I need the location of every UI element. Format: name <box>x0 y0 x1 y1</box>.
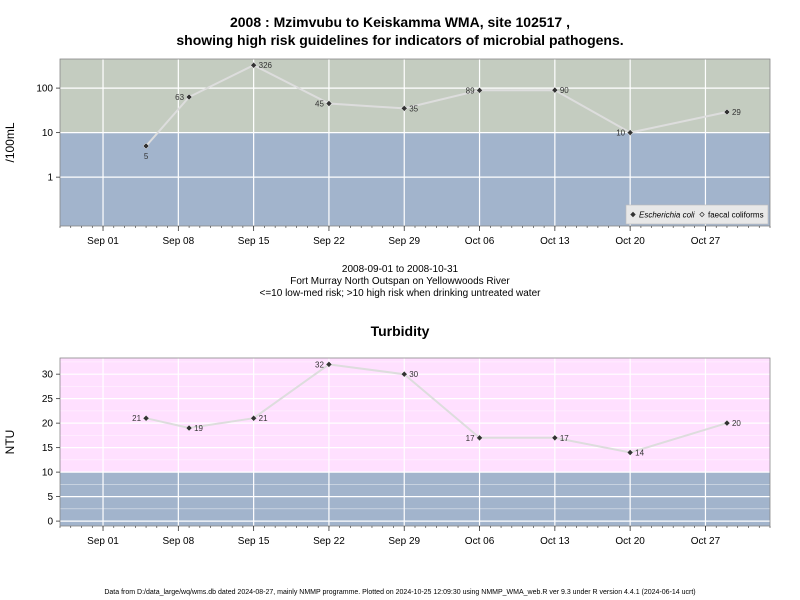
ecoli-data-label: 10 <box>616 129 625 138</box>
turbidity-xtick-label: Sep 15 <box>238 536 270 547</box>
ecoli-ytick-label: 100 <box>36 84 53 95</box>
turbidity-ytick-label: 0 <box>47 517 53 528</box>
ecoli-data-label: 90 <box>560 86 569 95</box>
turbidity-data-point <box>400 370 408 378</box>
turbidity-data-point <box>476 434 483 442</box>
ecoli-data-point <box>185 93 193 101</box>
ecoli-data-point <box>476 86 483 94</box>
legend-label: Escherichia coli <box>639 211 695 220</box>
ecoli-xtick-label: Oct 13 <box>540 236 570 247</box>
ecoli-xtick-label: Sep 08 <box>162 236 194 247</box>
turbidity-data-point <box>551 434 559 442</box>
turbidity-data-point <box>142 414 150 422</box>
ecoli-ylabel: /100mL <box>3 122 17 162</box>
turbidity-data-label: 14 <box>635 449 644 458</box>
turbidity-low-band <box>60 472 770 526</box>
turbidity-panel: 0 5 10 15 20 25 30 Sep 01 Sep 08 Sep 15 Sep 22 Sep … <box>3 357 771 547</box>
turbidity-ylabel: NTU <box>3 430 17 455</box>
turbidity-xtick-label: Sep 01 <box>87 536 119 547</box>
turbidity-xtick-label: Sep 08 <box>162 536 194 547</box>
ecoli-data-label: 89 <box>466 86 475 95</box>
turbidity-data-label: 19 <box>194 424 203 433</box>
turbidity-xtick-label: Oct 20 <box>615 536 645 547</box>
turbidity-xtick-label: Sep 29 <box>388 536 420 547</box>
ecoli-data-point <box>626 129 634 136</box>
turbidity-xtick-label: Oct 06 <box>465 536 495 547</box>
turbidity-data-label: 21 <box>259 414 268 423</box>
turbidity-data-point <box>250 414 257 422</box>
site-name-text: Fort Murray North Outspan on Yellowwoods… <box>290 276 510 287</box>
ecoli-data-point <box>142 142 150 150</box>
ecoli-data-label: 29 <box>732 108 741 117</box>
turbidity-data-label: 17 <box>466 434 475 443</box>
turbidity-xtick-label: Oct 13 <box>540 536 570 547</box>
ecoli-data-label: 63 <box>175 93 184 102</box>
legend-marker <box>630 211 636 218</box>
turbidity-xtick-label: Oct 27 <box>691 536 721 547</box>
turbidity-data-label: 21 <box>132 414 141 423</box>
ecoli-ytick-label: 1 <box>47 173 53 184</box>
turbidity-data-label: 32 <box>315 360 324 369</box>
turbidity-data-label: 30 <box>409 370 418 379</box>
ecoli-xtick-label: Sep 22 <box>313 236 345 247</box>
chart-title-line-2: showing high risk guidelines for indicat… <box>176 32 624 48</box>
chart-title-line-1: 2008 : Mzimvubu to Keiskamma WMA, site 1… <box>229 14 570 30</box>
footer-note: Data from D:/data_large/wq/wms.db dated … <box>104 589 696 596</box>
ecoli-xtick-label: Oct 20 <box>615 236 645 247</box>
ecoli-data-label: 326 <box>259 61 273 70</box>
turbidity-ytick-label: 20 <box>42 419 54 430</box>
turbidity-ytick-label: 5 <box>47 492 53 503</box>
ecoli-xtick-label: Oct 06 <box>465 236 495 247</box>
turbidity-xtick-label: Sep 22 <box>313 536 345 547</box>
turbidity-data-point <box>626 449 634 456</box>
turbidity-data-point <box>723 419 731 427</box>
turbidity-title: Turbidity <box>370 323 430 339</box>
ecoli-panel: 1 10 100 Sep 01 Sep 08 Sep 15 Sep 22 Sep 29 Oct … <box>3 58 771 247</box>
ecoli-xtick-label: Oct 27 <box>691 236 721 247</box>
ecoli-legend: Escherichia coli faecal coliforms <box>625 204 769 225</box>
legend-box <box>625 204 769 225</box>
ecoli-data-label: 45 <box>315 100 324 109</box>
legend-marker <box>699 211 705 218</box>
date-range-text: 2008-09-01 to 2008-10-31 <box>341 264 459 275</box>
turbidity-data-label: 20 <box>732 419 741 428</box>
turbidity-data-point <box>325 361 333 368</box>
turbidity-data-label: 17 <box>560 434 569 443</box>
turbidity-ytick-label: 15 <box>42 443 54 454</box>
ecoli-xtick-label: Sep 29 <box>388 236 420 247</box>
ecoli-data-point <box>325 100 333 107</box>
risk-guideline-text: <=10 low-med risk; >10 high risk when dr… <box>259 288 541 299</box>
ecoli-xtick-label: Sep 15 <box>238 236 270 247</box>
ecoli-xtick-label: Sep 01 <box>87 236 119 247</box>
ecoli-data-label: 35 <box>409 104 418 113</box>
turbidity-ytick-label: 25 <box>42 394 54 405</box>
ecoli-data-point <box>250 61 257 69</box>
legend-label: faecal coliforms <box>708 211 764 220</box>
ecoli-ytick-label: 10 <box>42 128 54 139</box>
ecoli-data-point <box>723 108 731 116</box>
ecoli-data-point <box>400 105 408 112</box>
ecoli-data-label: 5 <box>144 152 149 161</box>
ecoli-data-point <box>551 86 559 94</box>
turbidity-ytick-label: 30 <box>42 370 54 381</box>
turbidity-data-point <box>185 424 193 432</box>
turbidity-ytick-label: 10 <box>42 468 54 479</box>
